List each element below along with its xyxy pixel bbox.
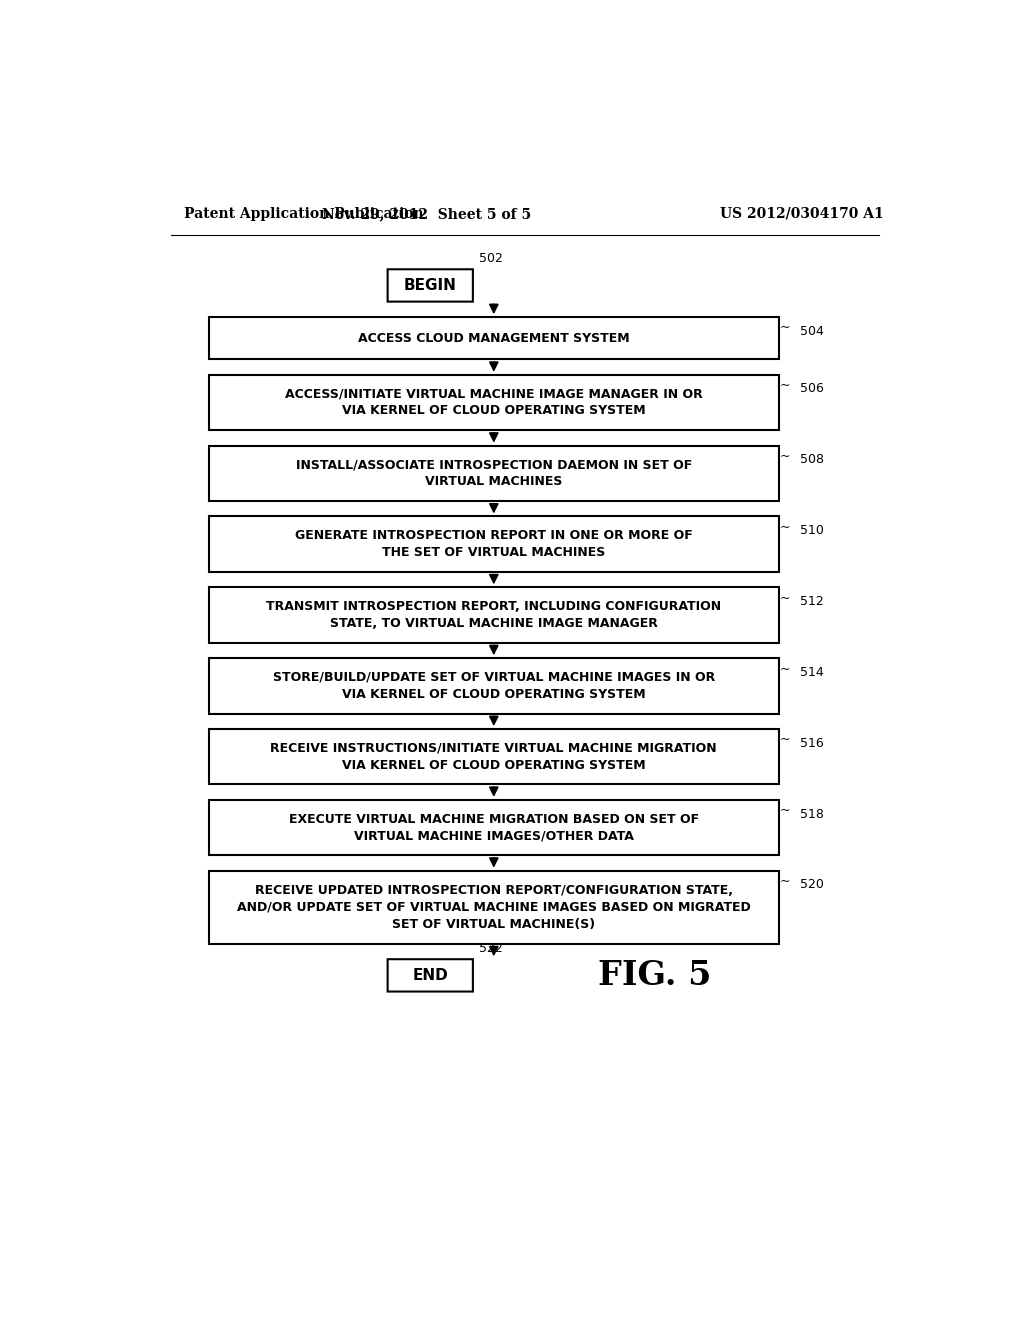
- Text: ~: ~: [779, 591, 791, 605]
- FancyBboxPatch shape: [388, 960, 473, 991]
- FancyBboxPatch shape: [388, 269, 473, 302]
- Text: RECEIVE INSTRUCTIONS/INITIATE VIRTUAL MACHINE MIGRATION
VIA KERNEL OF CLOUD OPER: RECEIVE INSTRUCTIONS/INITIATE VIRTUAL MA…: [270, 742, 717, 772]
- Bar: [209, 729, 778, 784]
- Bar: [209, 800, 778, 855]
- Text: ACCESS/INITIATE VIRTUAL MACHINE IMAGE MANAGER IN OR
VIA KERNEL OF CLOUD OPERATIN: ACCESS/INITIATE VIRTUAL MACHINE IMAGE MA…: [285, 388, 702, 417]
- Text: 512: 512: [801, 595, 824, 609]
- Text: ACCESS CLOUD MANAGEMENT SYSTEM: ACCESS CLOUD MANAGEMENT SYSTEM: [358, 331, 630, 345]
- Text: ~: ~: [779, 733, 791, 746]
- Bar: [209, 375, 778, 430]
- Text: ~: ~: [779, 663, 791, 676]
- Bar: [209, 659, 778, 714]
- Text: ~: ~: [779, 450, 791, 463]
- Text: Patent Application Publication: Patent Application Publication: [183, 207, 424, 220]
- Text: RECEIVE UPDATED INTROSPECTION REPORT/CONFIGURATION STATE,
AND/OR UPDATE SET OF V: RECEIVE UPDATED INTROSPECTION REPORT/CON…: [237, 883, 751, 931]
- Text: 518: 518: [801, 808, 824, 821]
- Text: BEGIN: BEGIN: [403, 279, 457, 293]
- Text: STORE/BUILD/UPDATE SET OF VIRTUAL MACHINE IMAGES IN OR
VIA KERNEL OF CLOUD OPERA: STORE/BUILD/UPDATE SET OF VIRTUAL MACHIN…: [272, 671, 715, 701]
- Text: ~: ~: [779, 379, 791, 392]
- Text: 522: 522: [479, 941, 503, 954]
- Text: Nov. 29, 2012  Sheet 5 of 5: Nov. 29, 2012 Sheet 5 of 5: [322, 207, 530, 220]
- Text: 516: 516: [801, 737, 824, 750]
- Text: FIG. 5: FIG. 5: [598, 958, 712, 991]
- Text: INSTALL/ASSOCIATE INTROSPECTION DAEMON IN SET OF
VIRTUAL MACHINES: INSTALL/ASSOCIATE INTROSPECTION DAEMON I…: [296, 458, 692, 488]
- Text: ~: ~: [779, 804, 791, 817]
- Text: 520: 520: [801, 878, 824, 891]
- Bar: [209, 516, 778, 572]
- Text: EXECUTE VIRTUAL MACHINE MIGRATION BASED ON SET OF
VIRTUAL MACHINE IMAGES/OTHER D: EXECUTE VIRTUAL MACHINE MIGRATION BASED …: [289, 813, 698, 842]
- Text: TRANSMIT INTROSPECTION REPORT, INCLUDING CONFIGURATION
STATE, TO VIRTUAL MACHINE: TRANSMIT INTROSPECTION REPORT, INCLUDING…: [266, 601, 721, 630]
- Text: 514: 514: [801, 665, 824, 678]
- Text: END: END: [413, 968, 449, 983]
- Bar: [209, 317, 778, 359]
- Text: 510: 510: [801, 524, 824, 537]
- Text: GENERATE INTROSPECTION REPORT IN ONE OR MORE OF
THE SET OF VIRTUAL MACHINES: GENERATE INTROSPECTION REPORT IN ONE OR …: [295, 529, 692, 560]
- Text: ~: ~: [779, 520, 791, 533]
- Text: 508: 508: [801, 453, 824, 466]
- Text: US 2012/0304170 A1: US 2012/0304170 A1: [720, 207, 884, 220]
- Bar: [209, 446, 778, 502]
- Bar: [209, 871, 778, 944]
- Text: 504: 504: [801, 325, 824, 338]
- Text: 506: 506: [801, 383, 824, 396]
- Bar: [209, 587, 778, 643]
- Text: ~: ~: [779, 321, 791, 334]
- Text: ~: ~: [779, 875, 791, 888]
- Text: 502: 502: [479, 252, 503, 264]
